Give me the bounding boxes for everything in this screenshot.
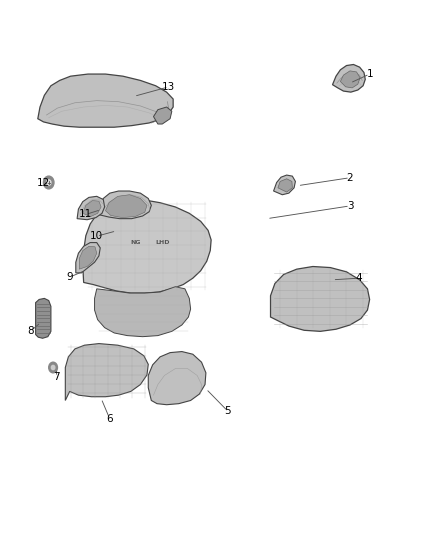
- Polygon shape: [83, 200, 101, 216]
- Text: 8: 8: [27, 326, 34, 336]
- Text: 2: 2: [346, 173, 353, 183]
- Text: 13: 13: [162, 82, 175, 92]
- Polygon shape: [271, 266, 370, 332]
- Circle shape: [49, 362, 57, 373]
- Text: 5: 5: [224, 406, 231, 416]
- Text: 4: 4: [355, 273, 362, 283]
- Text: 3: 3: [346, 201, 353, 211]
- Polygon shape: [278, 179, 292, 192]
- Polygon shape: [77, 196, 105, 220]
- Text: 6: 6: [106, 414, 113, 424]
- Text: LHD: LHD: [155, 240, 170, 245]
- Polygon shape: [65, 344, 148, 400]
- Circle shape: [46, 180, 51, 185]
- Text: NG: NG: [131, 240, 141, 245]
- Polygon shape: [76, 243, 100, 273]
- Polygon shape: [98, 191, 151, 219]
- Polygon shape: [332, 64, 365, 92]
- Circle shape: [51, 366, 55, 369]
- Polygon shape: [35, 298, 51, 338]
- Text: 9: 9: [67, 272, 73, 282]
- Polygon shape: [79, 246, 97, 269]
- Polygon shape: [83, 200, 211, 293]
- Polygon shape: [148, 352, 206, 405]
- Text: 10: 10: [90, 231, 103, 241]
- Text: 7: 7: [53, 372, 60, 382]
- Polygon shape: [340, 71, 360, 88]
- Polygon shape: [106, 195, 147, 217]
- Polygon shape: [153, 107, 172, 124]
- Text: 1: 1: [366, 69, 373, 79]
- Polygon shape: [95, 287, 191, 337]
- Text: 12: 12: [37, 178, 50, 188]
- Polygon shape: [38, 74, 173, 127]
- Text: 11: 11: [79, 209, 92, 220]
- Circle shape: [43, 176, 54, 189]
- Polygon shape: [274, 175, 295, 195]
